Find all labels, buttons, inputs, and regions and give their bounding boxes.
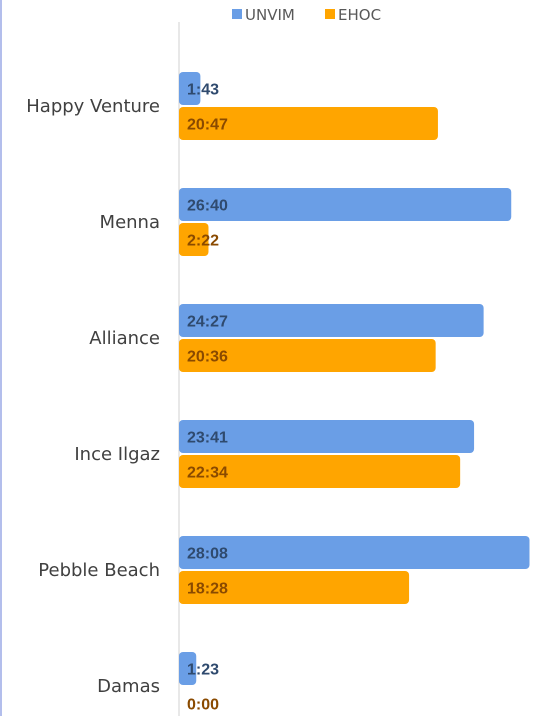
bar-ehoc-ince-ilgaz xyxy=(179,455,461,488)
bar-unvim-ince-ilgaz xyxy=(179,420,475,453)
data-label-unvim-happy-venture: 1:43 xyxy=(187,82,219,99)
bar-ehoc-alliance xyxy=(179,339,436,372)
data-label-unvim-damas: 1:23 xyxy=(187,662,219,679)
data-label-ehoc-damas: 0:00 xyxy=(187,697,219,714)
data-label-unvim-ince-ilgaz: 23:41 xyxy=(187,430,228,447)
bar-unvim-pebble-beach xyxy=(179,536,530,569)
legend-label-unvim: UNVIM xyxy=(245,6,295,24)
bar-unvim-happy-venture xyxy=(179,72,201,105)
bar-ehoc-menna xyxy=(179,223,209,256)
category-label-menna: Menna xyxy=(100,212,160,233)
bar-unvim-alliance xyxy=(179,304,484,337)
legend-label-ehoc: EHOC xyxy=(338,6,381,24)
data-label-ehoc-menna: 2:22 xyxy=(187,233,219,250)
category-label-damas: Damas xyxy=(97,676,160,697)
bar-unvim-menna xyxy=(179,188,512,221)
legend-swatch-ehoc xyxy=(325,9,335,19)
data-label-unvim-alliance: 24:27 xyxy=(187,314,228,331)
category-label-pebble-beach: Pebble Beach xyxy=(38,560,160,581)
category-label-ince-ilgaz: Ince Ilgaz xyxy=(74,444,160,465)
bar-unvim-damas xyxy=(179,652,197,685)
data-label-ehoc-happy-venture: 20:47 xyxy=(187,117,228,134)
data-label-ehoc-pebble-beach: 18:28 xyxy=(187,581,228,598)
legend-swatch-unvim xyxy=(232,9,242,19)
category-label-alliance: Alliance xyxy=(89,328,160,349)
data-label-ehoc-alliance: 20:36 xyxy=(187,349,228,366)
category-label-happy-venture: Happy Venture xyxy=(26,96,160,117)
data-label-unvim-menna: 26:40 xyxy=(187,198,228,215)
bar-ehoc-pebble-beach xyxy=(179,571,410,604)
bar-ehoc-happy-venture xyxy=(179,107,438,140)
data-label-unvim-pebble-beach: 28:08 xyxy=(187,546,228,563)
data-label-ehoc-ince-ilgaz: 22:34 xyxy=(187,465,228,482)
